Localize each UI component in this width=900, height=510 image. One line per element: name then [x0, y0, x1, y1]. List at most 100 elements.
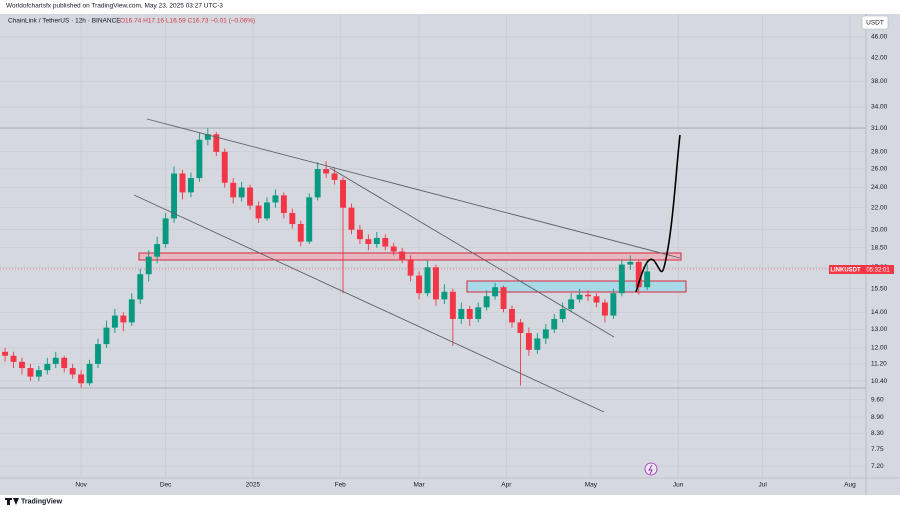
candle-body — [466, 308, 473, 319]
trend-line — [329, 167, 615, 338]
candle-body — [306, 197, 313, 242]
candle-body — [272, 195, 279, 203]
candle-body — [525, 332, 532, 350]
brand-logo — [5, 498, 19, 505]
publisher: Worldofchartsfx published on TradingView… — [6, 3, 223, 10]
candle-body — [238, 187, 245, 198]
trend-line — [133, 194, 605, 413]
symbol-tag: LINKUSDT — [830, 268, 861, 274]
candle-body — [593, 296, 600, 303]
candle-body — [551, 318, 558, 330]
currency: USDT — [866, 20, 884, 27]
x-tick-label: Nov — [75, 482, 87, 489]
candle-body — [585, 294, 591, 297]
candle-body — [475, 307, 482, 319]
y-tick-label: 26.00 — [871, 166, 888, 173]
y-tick-label: 15.50 — [871, 285, 888, 292]
candle-body — [517, 322, 524, 333]
candle-body — [627, 261, 634, 265]
ohlc-readout: O16.74 H17.16 L16.59 C16.73 −0.01 (−0.06… — [120, 18, 255, 25]
candle-body — [128, 299, 135, 323]
candle-body — [441, 291, 448, 300]
y-tick-label: 9.60 — [871, 396, 884, 403]
x-tick-label: Aug — [844, 482, 856, 489]
y-tick-label: 31.00 — [871, 125, 888, 132]
candle-body — [331, 173, 338, 180]
candle-body — [382, 237, 389, 247]
candle-body — [255, 205, 262, 219]
candle-body — [171, 173, 178, 219]
candle-body — [230, 182, 237, 198]
candle-body — [69, 368, 76, 375]
drawings — [0, 118, 866, 476]
candle-body — [424, 267, 431, 294]
candle-body — [247, 187, 254, 206]
x-tick-label: May — [585, 482, 598, 489]
candle-body — [390, 246, 397, 252]
y-tick-label: 22.00 — [871, 204, 888, 211]
candle-body — [2, 351, 9, 356]
candle-body — [61, 357, 68, 369]
candle-body — [103, 327, 110, 345]
y-tick-label: 20.00 — [871, 226, 888, 233]
candle-body — [35, 370, 42, 377]
candle-body — [618, 264, 625, 294]
candle-body — [601, 302, 608, 316]
candle-body — [162, 218, 169, 245]
candle-body — [500, 287, 507, 309]
candle-body — [154, 244, 161, 257]
event-icon — [648, 464, 653, 475]
currency-box — [861, 15, 889, 30]
x-tick-label: Apr — [501, 482, 512, 489]
candle-body — [356, 229, 363, 240]
y-tick-label: 12.00 — [871, 345, 888, 352]
x-tick-label: Dec — [160, 482, 172, 489]
countdown: 05:32:01 — [866, 268, 890, 274]
candle-body — [323, 168, 330, 174]
y-tick-label: 11.20 — [871, 361, 887, 368]
brand: TradingView — [21, 498, 63, 505]
candle-body — [289, 212, 296, 224]
candle-body — [187, 178, 194, 193]
candle-body — [399, 251, 406, 260]
time-axis-bg — [0, 478, 900, 495]
candle-body — [120, 315, 127, 323]
candle-body — [365, 239, 372, 245]
symbol-tag-bg — [829, 265, 862, 274]
y-tick-label: 34.00 — [871, 104, 888, 111]
candle-body — [145, 256, 152, 275]
y-tick-label: 13.00 — [871, 326, 888, 333]
y-tick-label: 7.75 — [871, 446, 884, 453]
price-axis-bg — [866, 14, 900, 478]
x-tick-label: Feb — [335, 482, 347, 489]
candle-body — [196, 139, 203, 179]
candle-body — [416, 275, 423, 294]
candle-body — [340, 179, 346, 208]
candle-body — [280, 195, 287, 213]
y-tick-label: 14.00 — [871, 309, 888, 316]
symbol-title: ChainLink / TetherUS · 12h · BINANCE — [8, 18, 121, 25]
candle-body — [433, 267, 439, 300]
y-tick-label: 28.00 — [871, 149, 888, 156]
candle-body — [95, 344, 101, 364]
y-tick-label: 46.00 — [871, 34, 888, 41]
x-tick-label: 2025 — [246, 482, 261, 489]
candle-body — [534, 338, 541, 350]
candles — [2, 128, 651, 388]
event-icon — [644, 462, 658, 476]
candle-body — [449, 291, 456, 319]
y-tick-label: 18.50 — [871, 244, 888, 251]
candle-body — [348, 207, 355, 230]
candle-body — [111, 315, 118, 328]
y-tick-label: 42.00 — [871, 55, 888, 62]
trend-line — [146, 118, 681, 259]
x-tick-label: Jul — [758, 482, 767, 489]
candle-body — [610, 293, 617, 316]
drawings — [0, 127, 866, 389]
candle-body — [458, 308, 465, 319]
countdown-bg — [862, 265, 894, 274]
candle-body — [542, 329, 549, 339]
candle-body — [559, 308, 566, 319]
candle-body — [78, 374, 85, 384]
